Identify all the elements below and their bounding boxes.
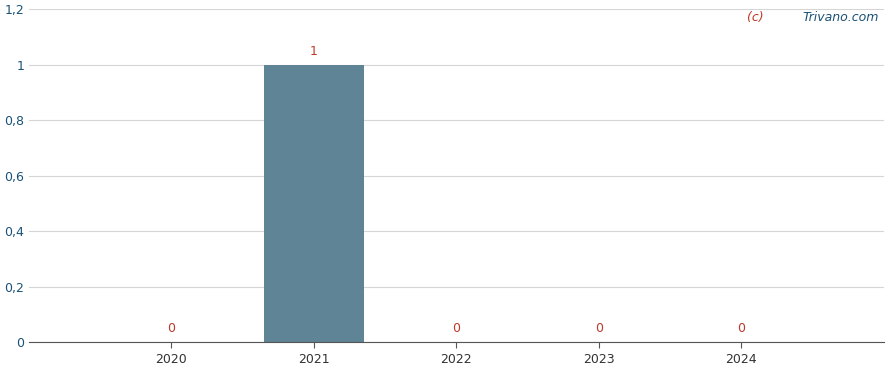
Text: 0: 0 [737,323,745,336]
Bar [264,65,364,342]
Text: 0: 0 [168,323,176,336]
Text: Trivano.com: Trivano.com [803,11,879,24]
Text: 0: 0 [452,323,461,336]
Text: (c): (c) [748,11,768,24]
Text: 0: 0 [595,323,603,336]
Text: 1: 1 [310,45,318,58]
